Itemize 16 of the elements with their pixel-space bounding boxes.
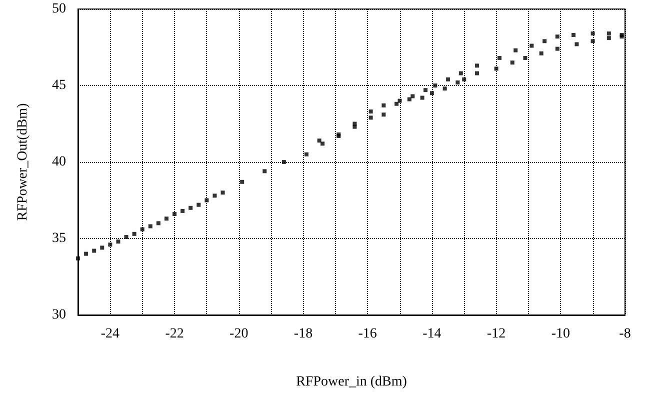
x-tick-label: -24 xyxy=(100,326,120,342)
x-tick-label: -12 xyxy=(486,326,506,342)
x-tick-label: -22 xyxy=(165,326,184,342)
y-tick-label: 40 xyxy=(52,154,66,170)
x-tick-label: -14 xyxy=(422,326,442,342)
x-tick-label: -16 xyxy=(358,326,377,342)
y-tick-label: 45 xyxy=(52,78,66,93)
x-axis-title: RFPower_in (dBm) xyxy=(296,374,408,390)
x-tick-label: -10 xyxy=(551,326,570,342)
x-tick-label: -20 xyxy=(230,326,248,342)
x-tick-label: -8 xyxy=(619,326,631,342)
y-tick-label: 35 xyxy=(52,231,66,246)
y-tick-label: 30 xyxy=(52,308,66,322)
x-tick-label: -18 xyxy=(294,326,313,342)
y-axis-title: RFPower_Out(dBm) xyxy=(16,102,30,221)
y-tick-label: 50 xyxy=(52,2,66,16)
